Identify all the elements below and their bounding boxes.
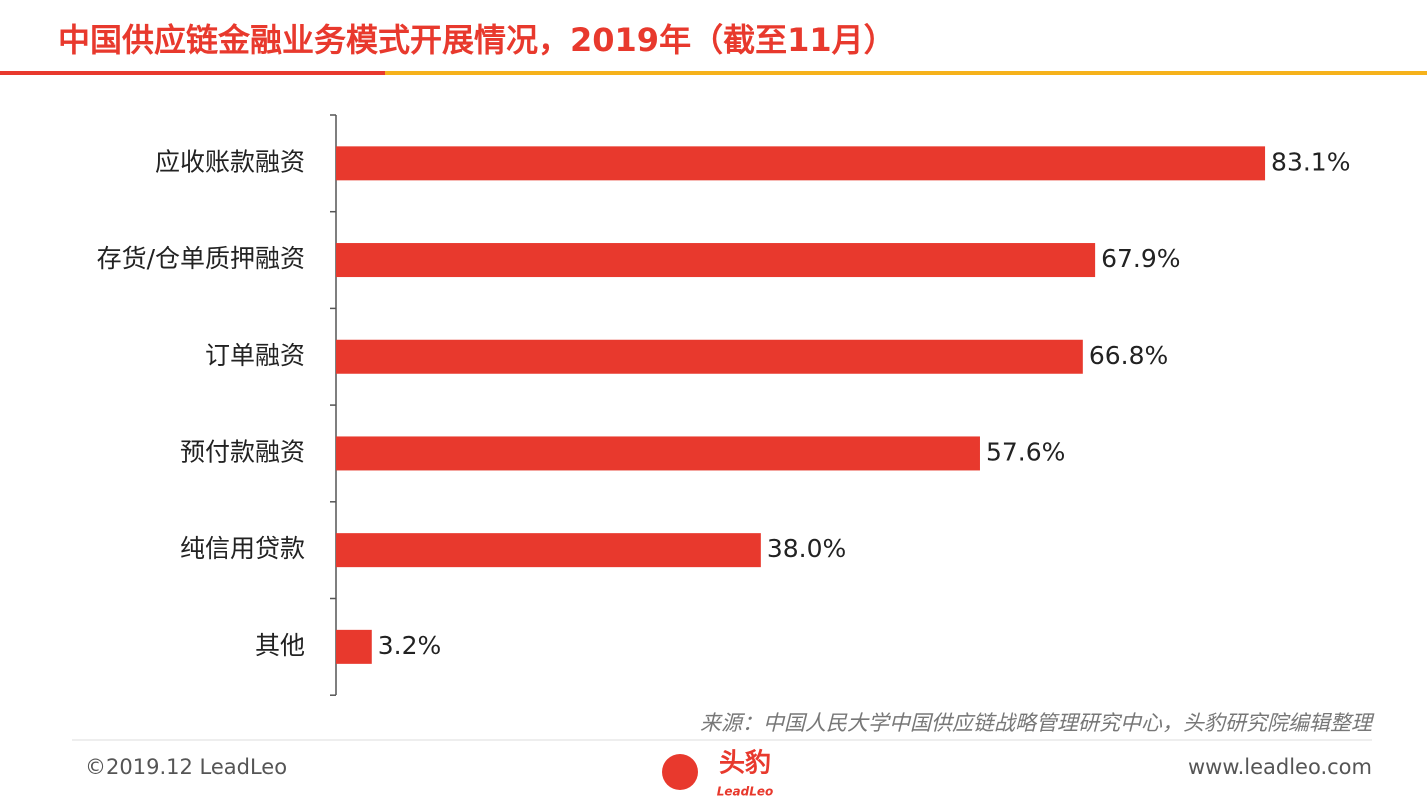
category-label: 存货/仓单质押融资 (97, 244, 305, 273)
value-label: 67.9% (1101, 244, 1180, 273)
category-label: 纯信用贷款 (180, 534, 305, 563)
copyright: ©2019.12 LeadLeo (85, 755, 287, 779)
title-rule-red (0, 71, 385, 75)
category-label: 其他 (255, 631, 305, 660)
value-label: 38.0% (767, 534, 846, 563)
bar (336, 243, 1096, 278)
bar (336, 436, 980, 471)
value-label: 3.2% (378, 631, 442, 660)
category-label: 应收账款融资 (155, 147, 305, 176)
bar (336, 339, 1083, 374)
logo-name: 头豹 (719, 748, 771, 779)
chart-title: 中国供应链金融业务模式开展情况，2019年（截至11月） (58, 21, 896, 59)
title-rule-orange (385, 71, 1427, 75)
bar (336, 533, 761, 568)
bar (336, 629, 372, 664)
logo-icon (662, 754, 698, 790)
value-label: 57.6% (986, 437, 1065, 466)
logo-subtitle: LeadLeo (717, 785, 774, 799)
category-label: 订单融资 (205, 341, 305, 370)
bar (336, 146, 1266, 181)
website: www.leadleo.com (1188, 755, 1372, 779)
source-note: 来源：中国人民大学中国供应链战略管理研究中心，头豹研究院编辑整理 (700, 711, 1375, 735)
value-label: 83.1% (1271, 147, 1350, 176)
value-label: 66.8% (1089, 341, 1168, 370)
category-label: 预付款融资 (180, 437, 305, 466)
